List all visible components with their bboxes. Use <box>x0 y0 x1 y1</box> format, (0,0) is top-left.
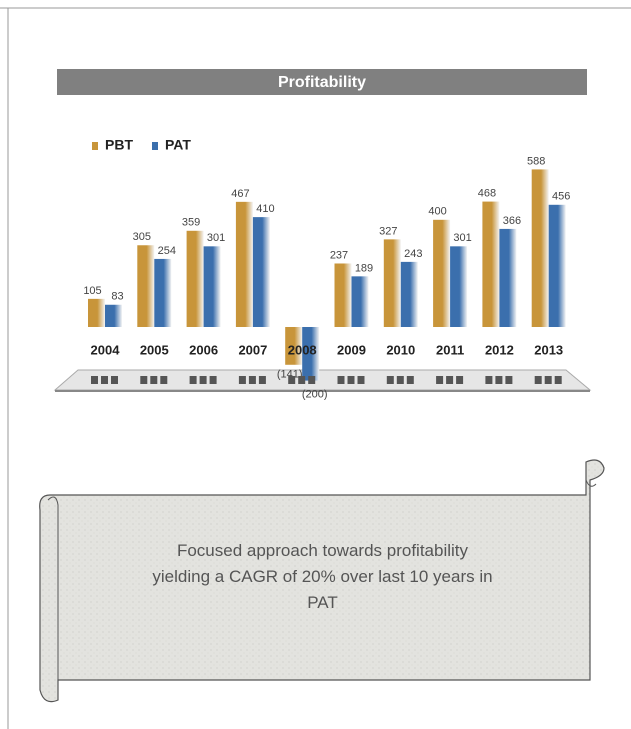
floor-slot <box>495 376 502 384</box>
value-label: 301 <box>207 232 225 244</box>
floor-slot <box>288 376 295 384</box>
bar <box>335 263 352 327</box>
floor-slot <box>338 376 345 384</box>
legend-label: PBT <box>105 137 133 153</box>
value-label: 467 <box>231 188 249 200</box>
floor-slot <box>111 376 118 384</box>
bar <box>482 202 499 327</box>
floor-slot <box>436 376 443 384</box>
floor-slot <box>348 376 355 384</box>
floor-slot <box>249 376 256 384</box>
bar <box>549 205 566 327</box>
bar <box>532 169 549 327</box>
floor-slot <box>160 376 167 384</box>
value-label: 366 <box>503 215 521 227</box>
chart: Profitability 105 83 2004 305 254 2005 359 301 2… <box>0 0 631 729</box>
floor-slot <box>140 376 147 384</box>
bar <box>499 229 516 327</box>
floor-slot <box>545 376 552 384</box>
value-label: 400 <box>428 206 446 218</box>
value-label: 327 <box>379 225 397 237</box>
bar <box>105 305 122 327</box>
floor-slot <box>485 376 492 384</box>
floor-slot <box>239 376 246 384</box>
x-tick-label: 2006 <box>189 342 218 357</box>
floor-slot <box>397 376 404 384</box>
legend-swatch <box>92 142 98 150</box>
x-tick-label: 2004 <box>91 342 121 357</box>
floor-slot <box>446 376 453 384</box>
x-tick-label: 2011 <box>436 342 464 357</box>
x-tick-label: 2013 <box>534 342 563 357</box>
bar <box>384 239 401 327</box>
floor-slot <box>210 376 217 384</box>
floor-slot <box>101 376 108 384</box>
value-label: (200) <box>302 389 328 401</box>
x-tick-label: 2010 <box>386 342 415 357</box>
floor-slot <box>91 376 98 384</box>
x-tick-label: 2007 <box>238 342 267 357</box>
floor-slot <box>555 376 562 384</box>
value-label: 105 <box>83 285 101 297</box>
value-label: 305 <box>133 231 151 243</box>
floor-slot <box>407 376 414 384</box>
page: Profitability 105 83 2004 305 254 2005 359 301 2… <box>0 0 631 729</box>
floor-slot <box>259 376 266 384</box>
value-label: 468 <box>478 187 496 199</box>
bar <box>236 202 253 327</box>
value-label: 588 <box>527 155 545 167</box>
value-label: 83 <box>111 291 123 303</box>
value-label: 301 <box>453 232 471 244</box>
value-label: 254 <box>158 245 176 257</box>
bar <box>88 299 105 327</box>
x-tick-label: 2009 <box>337 342 366 357</box>
floor-slot <box>200 376 207 384</box>
note: Focused approach towards profitability y… <box>150 538 495 616</box>
floor-slot <box>535 376 542 384</box>
value-label: 456 <box>552 191 570 203</box>
legend-label: PAT <box>165 137 191 153</box>
bar <box>352 276 369 327</box>
floor-slot <box>308 376 315 384</box>
bar <box>187 231 204 327</box>
legend-swatch <box>152 142 158 150</box>
bar <box>253 217 270 327</box>
floor-slot <box>190 376 197 384</box>
value-label: 237 <box>330 249 348 261</box>
value-label: 410 <box>256 203 274 215</box>
floor-slot <box>456 376 463 384</box>
floor-slot <box>150 376 157 384</box>
bar <box>204 246 221 327</box>
bar <box>401 262 418 327</box>
floor-slot <box>387 376 394 384</box>
bar <box>450 246 467 327</box>
x-tick-label: 2008 <box>288 342 317 357</box>
floor-slot <box>298 376 305 384</box>
bar <box>433 220 450 327</box>
bar <box>154 259 171 327</box>
value-label: 243 <box>404 248 422 260</box>
floor-slot <box>358 376 365 384</box>
floor-slot <box>505 376 512 384</box>
value-label: 189 <box>355 262 373 274</box>
value-label: 359 <box>182 217 200 229</box>
bar <box>137 245 154 327</box>
x-tick-label: 2012 <box>485 342 514 357</box>
x-tick-label: 2005 <box>140 342 169 357</box>
chart-title: Profitability <box>278 74 366 91</box>
